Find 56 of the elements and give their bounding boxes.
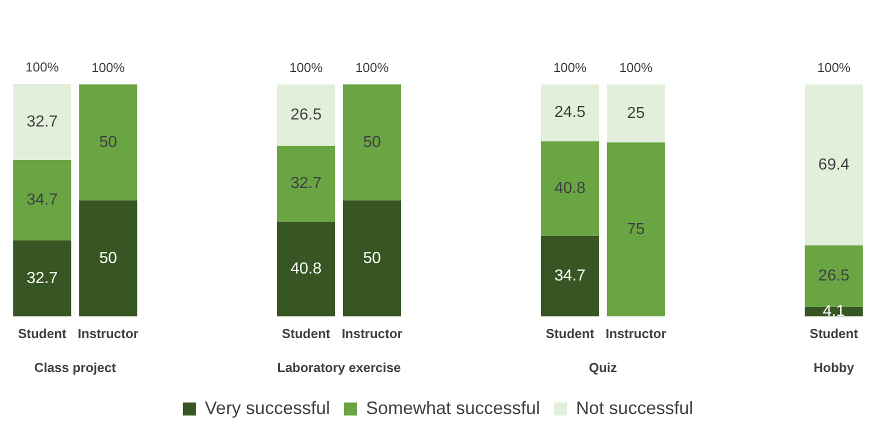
data-label: 25 bbox=[627, 104, 645, 122]
total-label: 100% bbox=[91, 60, 126, 75]
x-tick-label: Instructor bbox=[78, 326, 138, 341]
legend-label: Very successful bbox=[204, 398, 330, 418]
data-label: 75 bbox=[627, 220, 645, 238]
data-label: 26.5 bbox=[290, 106, 322, 124]
data-label: 32.7 bbox=[290, 175, 322, 192]
data-label: 50 bbox=[363, 250, 382, 267]
x-tick-label: Instructor bbox=[342, 326, 402, 341]
data-label: 4.1 bbox=[822, 303, 846, 320]
x-tick-label: Instructor bbox=[606, 326, 666, 341]
bar bbox=[79, 200, 138, 316]
data-label: 69.4 bbox=[818, 156, 850, 174]
bar bbox=[13, 84, 72, 160]
total-label: 100% bbox=[619, 60, 653, 75]
text: Class project bbox=[34, 360, 117, 375]
bar bbox=[540, 84, 599, 142]
bar bbox=[606, 84, 665, 142]
bar bbox=[13, 240, 72, 316]
x-tick-label: Student bbox=[810, 326, 859, 341]
data-label: 34.7 bbox=[26, 192, 58, 209]
data-label: 50 bbox=[363, 134, 382, 151]
legend-label: Not successful bbox=[576, 398, 694, 418]
total-label: 100% bbox=[817, 60, 851, 75]
x-tick-label: Student bbox=[546, 326, 595, 341]
total-label: 100% bbox=[553, 60, 588, 75]
data-label: 26.5 bbox=[818, 268, 850, 285]
bar bbox=[277, 222, 336, 316]
data-label: 50 bbox=[99, 134, 118, 151]
text: Hobby bbox=[814, 360, 855, 375]
text: Laboratory exercise bbox=[277, 360, 401, 375]
data-label: 34.7 bbox=[554, 268, 586, 285]
bar bbox=[540, 141, 599, 236]
bar bbox=[540, 236, 599, 316]
bar bbox=[606, 142, 665, 316]
total-label: 100% bbox=[355, 60, 390, 75]
bar bbox=[342, 84, 402, 200]
legend-label: Somewhat successful bbox=[366, 398, 540, 418]
data-label: 40.8 bbox=[290, 260, 322, 278]
total-label: 100% bbox=[26, 60, 60, 75]
data-label: 40.8 bbox=[554, 180, 586, 197]
bar bbox=[804, 84, 863, 246]
bar bbox=[342, 200, 402, 316]
data-label: 24.5 bbox=[554, 104, 586, 122]
total-label: 100% bbox=[289, 60, 324, 75]
bar bbox=[277, 84, 336, 146]
data-label: 32.7 bbox=[26, 270, 58, 287]
data-label: 50 bbox=[99, 250, 118, 267]
x-tick-label: Student bbox=[18, 326, 68, 341]
bar bbox=[277, 146, 336, 222]
x-tick-label: Student bbox=[282, 326, 331, 341]
bar bbox=[804, 245, 863, 307]
text: Quiz bbox=[588, 360, 618, 375]
bar bbox=[13, 160, 72, 241]
data-label: 32.7 bbox=[26, 114, 58, 131]
bar bbox=[79, 84, 138, 200]
